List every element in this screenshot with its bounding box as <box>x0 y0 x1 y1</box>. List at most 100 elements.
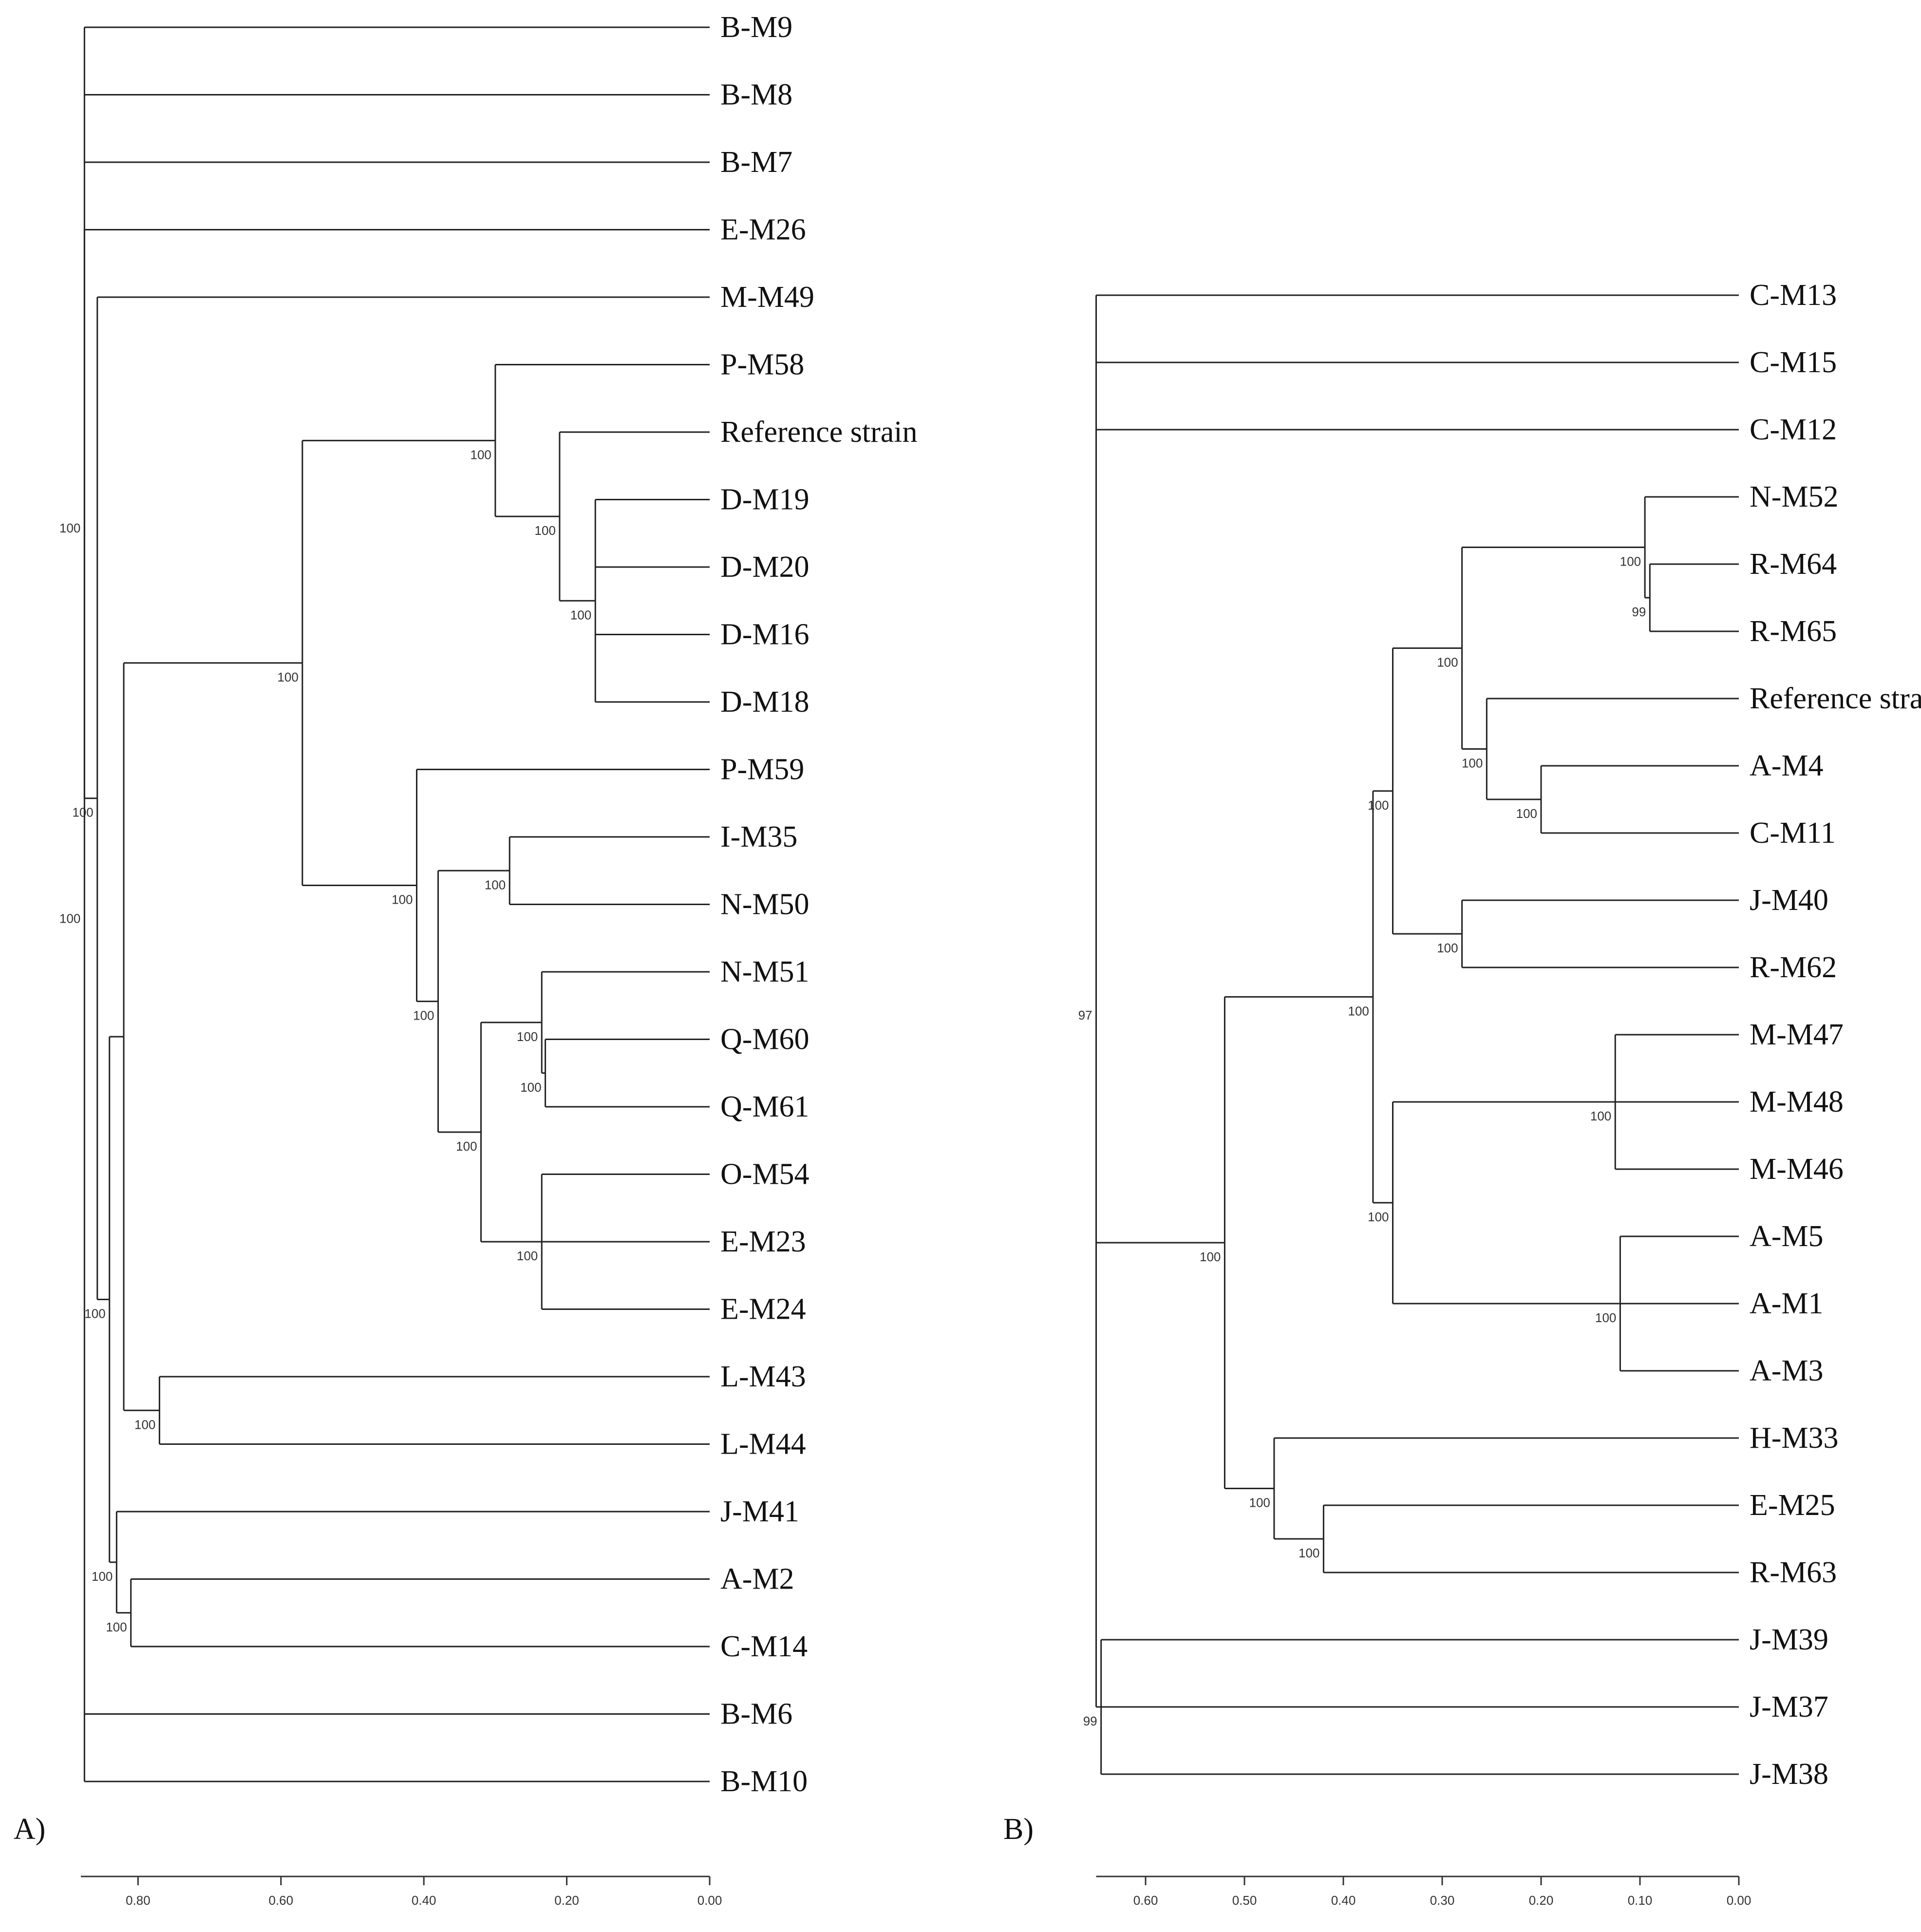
leaf-label: Q-M60 <box>720 1023 810 1056</box>
bootstrap-label: 100 <box>1595 1310 1616 1325</box>
leaf-label: B-M10 <box>720 1765 808 1798</box>
bootstrap-label: 100 <box>59 911 80 926</box>
bootstrap-label: 100 <box>277 670 298 684</box>
leaf-label: A-M2 <box>720 1563 794 1596</box>
leaf-label: M-M46 <box>1750 1153 1844 1186</box>
bootstrap-label: 100 <box>72 805 93 820</box>
x-tick-label: 0.40 <box>412 1893 436 1908</box>
x-tick-label: 0.60 <box>1133 1893 1158 1908</box>
bootstrap-label: 100 <box>92 1569 113 1584</box>
leaf-label: E-M23 <box>720 1225 806 1258</box>
bootstrap-label: 100 <box>1299 1546 1319 1560</box>
x-tick-label: 0.10 <box>1628 1893 1653 1908</box>
leaf-label: A-M1 <box>1750 1287 1824 1320</box>
leaf-label: A-M3 <box>1750 1354 1824 1387</box>
leaf-label: P-M58 <box>720 348 804 381</box>
leaf-label: M-M48 <box>1750 1085 1844 1118</box>
bootstrap-label: 99 <box>1083 1714 1097 1728</box>
bootstrap-label: 100 <box>1437 941 1458 955</box>
leaf-label: N-M51 <box>720 955 810 988</box>
x-tick-label: 0.40 <box>1331 1893 1356 1908</box>
leaf-label: B-M9 <box>720 11 792 44</box>
bootstrap-label: 100 <box>413 1008 434 1023</box>
bootstrap-label: 100 <box>570 607 591 622</box>
leaf-label: C-M13 <box>1750 279 1837 312</box>
leaf-label: R-M62 <box>1750 951 1837 984</box>
leaf-label: J-M41 <box>720 1495 799 1528</box>
leaf-label: J-M40 <box>1750 884 1828 917</box>
leaf-label: A-M5 <box>1750 1220 1824 1253</box>
bootstrap-label: 100 <box>1620 554 1641 569</box>
bootstrap-label: 100 <box>1249 1496 1270 1510</box>
leaf-label: R-M63 <box>1750 1556 1837 1589</box>
leaf-label: C-M14 <box>720 1630 808 1663</box>
leaf-label: M-M47 <box>1750 1018 1844 1051</box>
leaf-label: B-M7 <box>720 146 792 179</box>
x-tick-label: 0.80 <box>126 1893 151 1908</box>
leaf-label: R-M65 <box>1750 615 1837 648</box>
bootstrap-label: 100 <box>1348 1004 1369 1018</box>
bootstrap-label: 100 <box>485 877 506 892</box>
leaf-label: R-M64 <box>1750 548 1837 581</box>
bootstrap-label: 97 <box>1078 1008 1092 1023</box>
bootstrap-label: 100 <box>517 1249 538 1263</box>
bootstrap-label: 100 <box>106 1620 127 1634</box>
bootstrap-label: 100 <box>59 521 80 535</box>
x-tick-label: 0.20 <box>554 1893 579 1908</box>
bootstrap-label: 100 <box>1462 756 1483 771</box>
leaf-label: J-M39 <box>1750 1623 1828 1656</box>
panel-b-tree: C-M13 C-M15 C-M12 N-M52 R-M64 R-M65 99 100 Refer… <box>1078 279 1921 1908</box>
bootstrap-label: 100 <box>1368 1210 1389 1224</box>
leaf-label: D-M20 <box>720 550 810 584</box>
leaf-label: C-M11 <box>1750 816 1836 850</box>
leaf-label: I-M35 <box>720 820 797 853</box>
leaf-label: Q-M61 <box>720 1090 810 1123</box>
bootstrap-label: 99 <box>1632 605 1646 619</box>
leaf-label: E-M26 <box>720 213 806 246</box>
leaf-label: L-M44 <box>720 1428 806 1461</box>
leaf-label: Reference strain <box>1750 682 1921 715</box>
bootstrap-label: 100 <box>392 892 413 907</box>
x-tick-label: 0.00 <box>1727 1893 1752 1908</box>
leaf-label: N-M52 <box>1750 480 1839 513</box>
leaf-label: D-M16 <box>720 618 810 651</box>
leaf-label: C-M12 <box>1750 413 1837 446</box>
bootstrap-label: 100 <box>456 1139 477 1154</box>
leaf-label: J-M38 <box>1750 1758 1828 1791</box>
bootstrap-label: 100 <box>134 1417 155 1432</box>
bootstrap-label: 100 <box>535 523 556 538</box>
bootstrap-label: 100 <box>1590 1109 1611 1123</box>
leaf-label: E-M25 <box>1750 1489 1835 1522</box>
leaf-label: C-M15 <box>1750 346 1837 379</box>
leaf-label: L-M43 <box>720 1360 806 1393</box>
bootstrap-label: 100 <box>517 1029 538 1044</box>
bootstrap-label: 100 <box>1368 798 1389 813</box>
leaf-label: N-M50 <box>720 888 810 921</box>
leaf-label: D-M19 <box>720 483 810 516</box>
leaf-label: P-M59 <box>720 753 804 786</box>
bootstrap-label: 100 <box>84 1306 105 1321</box>
panel-a-label: A) <box>14 1813 45 1846</box>
leaf-label: A-M4 <box>1750 749 1824 782</box>
leaf-label: M-M49 <box>720 281 814 314</box>
panel-a-tree: B-M9 B-M8 B-M7 E-M26 M-M49 P-M58 Reference str… <box>59 11 918 1908</box>
leaf-label: J-M37 <box>1750 1690 1828 1724</box>
bootstrap-label: 100 <box>1200 1250 1221 1264</box>
leaf-label: D-M18 <box>720 685 810 719</box>
bootstrap-label: 100 <box>471 447 491 462</box>
panel-b-label: B) <box>1003 1813 1034 1846</box>
bootstrap-label: 100 <box>520 1080 541 1095</box>
x-tick-label: 0.20 <box>1529 1893 1554 1908</box>
leaf-label: B-M8 <box>720 78 792 112</box>
leaf-label: E-M24 <box>720 1293 806 1326</box>
x-tick-label: 0.30 <box>1430 1893 1455 1908</box>
bootstrap-label: 100 <box>1437 655 1458 670</box>
leaf-label: H-M33 <box>1750 1421 1839 1455</box>
x-tick-label: 0.50 <box>1232 1893 1257 1908</box>
leaf-label: O-M54 <box>720 1158 810 1191</box>
x-tick-label: 0.00 <box>697 1893 722 1908</box>
bootstrap-label: 100 <box>1516 806 1537 821</box>
leaf-label: Reference strain <box>720 416 917 449</box>
x-tick-label: 0.60 <box>268 1893 293 1908</box>
